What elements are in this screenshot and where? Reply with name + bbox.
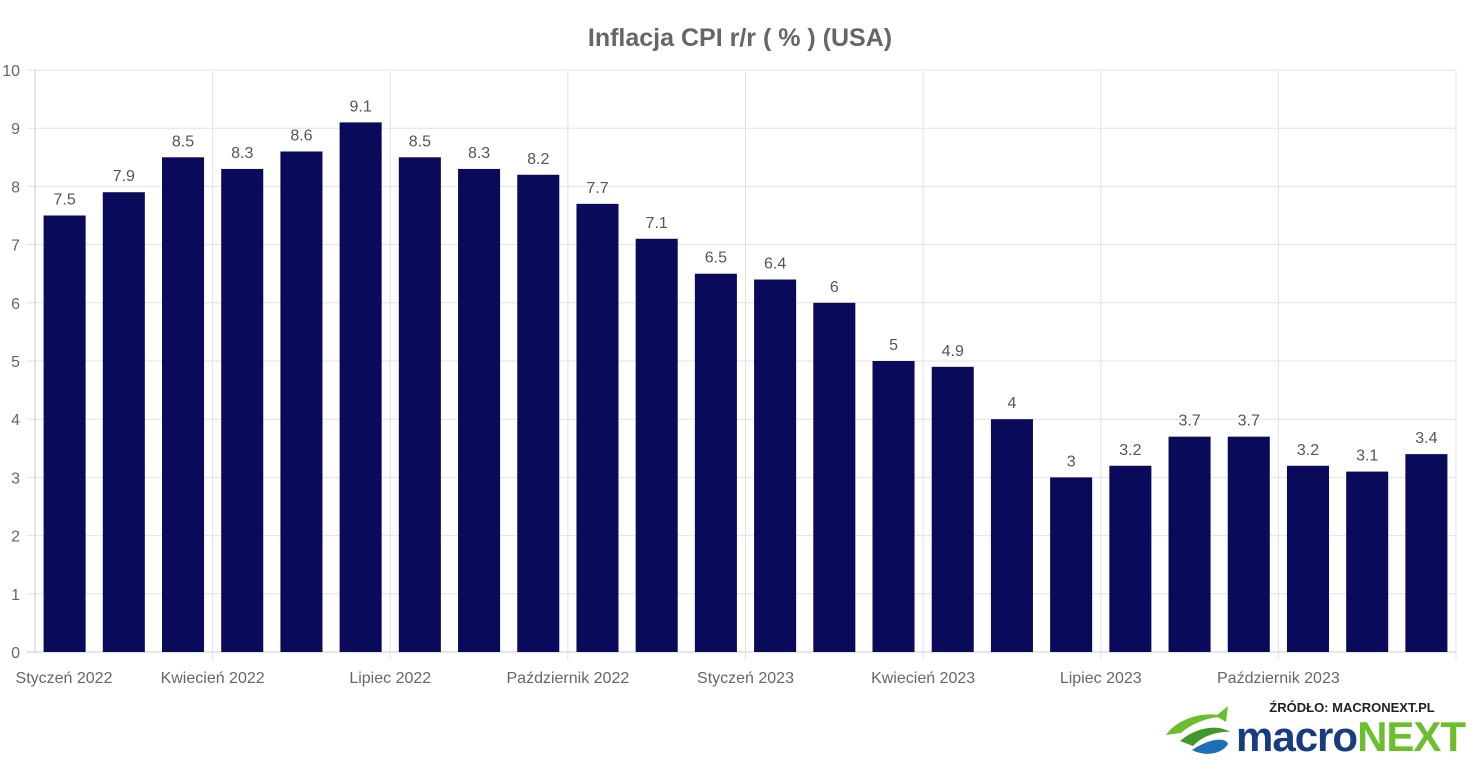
data-label: 7.1	[646, 215, 668, 232]
y-tick-label: 7	[11, 238, 20, 255]
y-tick-label: 8	[11, 179, 20, 196]
bar	[162, 157, 205, 653]
bars	[43, 122, 1448, 653]
macronext-logo: macroNEXT	[1166, 706, 1467, 760]
data-label: 8.6	[290, 127, 312, 144]
x-tick-label: Styczeń 2023	[697, 670, 794, 687]
x-axis: Styczeń 2022 Kwiecień 2022 Lipiec 2022 Paźd…	[16, 670, 1340, 687]
bar	[754, 279, 797, 652]
bar	[458, 168, 501, 652]
svg-text:macroNEXT: macroNEXT	[1236, 713, 1466, 760]
bar	[694, 273, 737, 652]
data-label: 8.5	[172, 133, 194, 150]
data-label: 3.7	[1238, 413, 1260, 430]
logo-swoosh-icon	[1166, 706, 1230, 754]
data-label: 8.5	[409, 133, 431, 150]
x-tick-label: Październik 2023	[1217, 670, 1340, 687]
y-tick-label: 1	[11, 587, 20, 604]
data-label: 5	[889, 337, 898, 354]
x-tick-label: Październik 2022	[507, 670, 630, 687]
data-label: 3.1	[1356, 448, 1378, 465]
x-tick-label: Kwiecień 2023	[871, 670, 975, 687]
bar	[398, 157, 441, 653]
bar	[872, 361, 915, 652]
data-labels: 7.5 7.9 8.5 8.3 8.6 9.1 8.5 8.3 8.2 7.7 7.1 6.5 6.4 6…	[53, 98, 1437, 470]
data-label: 3.2	[1119, 442, 1141, 459]
y-tick-label: 5	[11, 354, 20, 371]
x-tick-label: Lipiec 2022	[349, 670, 431, 687]
x-tick-label: Kwiecień 2022	[161, 670, 265, 687]
bar	[931, 366, 974, 652]
x-tick-label: Styczeń 2022	[16, 670, 113, 687]
source-label: ŹRÓDŁO: MACRONEXT.PL	[1269, 700, 1434, 715]
data-label: 8.3	[231, 145, 253, 162]
chart-title: Inflacja CPI r/r ( % ) (USA)	[588, 24, 892, 52]
data-label: 3.7	[1178, 413, 1200, 430]
data-label: 7.5	[53, 192, 75, 209]
data-label: 3.4	[1415, 430, 1437, 447]
data-label: 4.9	[942, 343, 964, 360]
y-tick-label: 0	[11, 645, 20, 662]
data-label: 4	[1007, 395, 1016, 412]
y-tick-label: 3	[11, 470, 20, 487]
bar	[635, 238, 678, 652]
data-label: 7.7	[586, 180, 608, 197]
y-tick-label: 9	[11, 121, 20, 138]
data-label: 8.2	[527, 151, 549, 168]
bar	[1405, 454, 1448, 652]
bar	[576, 203, 619, 653]
data-label: 6.5	[705, 250, 727, 267]
y-tick-label: 10	[2, 63, 20, 80]
y-tick-label: 6	[11, 296, 20, 313]
bar	[813, 302, 856, 652]
data-label: 3.2	[1297, 442, 1319, 459]
bar	[990, 419, 1033, 652]
bar	[517, 174, 560, 652]
bar	[102, 192, 145, 652]
bar	[1109, 465, 1152, 652]
data-label: 8.3	[468, 145, 490, 162]
gridlines	[27, 69, 1457, 660]
bar	[1168, 436, 1211, 652]
bar	[339, 122, 382, 652]
y-tick-label: 4	[11, 412, 20, 429]
bar	[43, 215, 86, 652]
bar	[1346, 471, 1389, 652]
bar	[1050, 477, 1093, 652]
data-label: 6.4	[764, 256, 786, 273]
y-tick-label: 2	[11, 529, 20, 546]
bar	[221, 168, 264, 652]
data-label: 6	[830, 279, 839, 296]
bar	[1286, 465, 1329, 652]
data-label: 3	[1067, 453, 1076, 470]
bar	[1227, 436, 1270, 652]
y-axis: 0 1 2 3 4 5 6 7 8 9 10	[2, 63, 20, 662]
logo-text-macro: macro	[1236, 713, 1357, 760]
data-label: 9.1	[350, 98, 372, 115]
data-label: 7.9	[113, 168, 135, 185]
bar	[280, 151, 323, 653]
logo-text-next: NEXT	[1357, 713, 1466, 760]
x-tick-label: Lipiec 2023	[1060, 670, 1142, 687]
